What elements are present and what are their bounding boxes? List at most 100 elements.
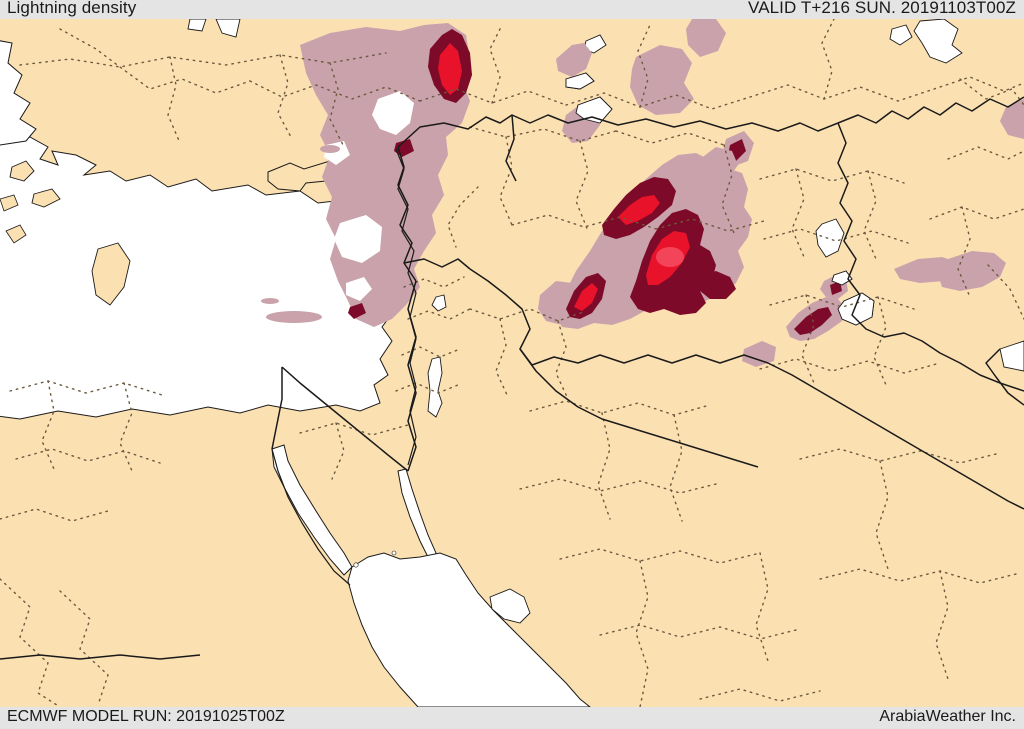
map-canvas[interactable] <box>0 19 1024 707</box>
map-svg <box>0 19 1024 707</box>
admin-levant-4 <box>395 382 459 394</box>
border-sinai-suez <box>281 366 409 472</box>
admin-iran-2 <box>947 146 1024 160</box>
density-lake-mask-euph <box>575 96 613 124</box>
density-mid-central-tail-e <box>700 271 736 299</box>
admin-saudi-9 <box>799 448 1001 464</box>
marmara-fragment-1 <box>187 19 207 32</box>
density-high-nw-streak <box>618 195 660 225</box>
admin-saudi-5 <box>559 548 761 564</box>
density-low-offshore-patch-b <box>261 298 279 304</box>
admin-jordan-1 <box>469 308 587 322</box>
admin-egypt-2 <box>41 380 55 470</box>
admin-iraq-2 <box>791 168 805 258</box>
aegean-island-2 <box>31 188 61 208</box>
admin-egypt-nile-2 <box>59 590 109 706</box>
lake-van <box>889 24 913 46</box>
red-sea <box>347 552 591 707</box>
page-title: Lightning density <box>7 0 137 17</box>
aegean-islet-b <box>0 194 19 212</box>
density-low-blob-north-b <box>686 19 726 57</box>
sea-of-galilee <box>431 294 447 312</box>
admin-turkey-6 <box>329 62 345 148</box>
admin-iraq-4 <box>763 228 909 244</box>
admin-iraq-3 <box>863 170 877 260</box>
density-low-iran-edge <box>1000 99 1024 139</box>
density-peak-core <box>656 247 684 267</box>
density-seamask-2 <box>334 215 382 263</box>
red-sea-east-bay <box>489 588 531 624</box>
admin-saudi-7 <box>599 624 801 640</box>
admin-syria-5 <box>511 214 657 230</box>
border-syria-jordan-iraq <box>469 268 769 366</box>
admin-turkey-9 <box>565 92 751 110</box>
admin-syria-3 <box>575 140 589 232</box>
admin-iraq-6 <box>801 294 815 384</box>
aegean-sea <box>0 40 37 146</box>
lake-urmia <box>913 19 963 64</box>
admin-saudi-1 <box>529 400 711 416</box>
admin-boundaries <box>0 19 1024 707</box>
admin-iran-3 <box>929 206 1024 220</box>
admin-levant-3 <box>401 346 461 358</box>
density-low-central-tail <box>700 147 738 181</box>
admin-turkey-4 <box>167 56 181 144</box>
density-lake-mask-habbaniyah <box>831 270 853 286</box>
gulf-of-aqaba <box>397 468 437 562</box>
density-low-blob-euphrates <box>556 43 592 77</box>
admin-egypt-1 <box>9 380 163 396</box>
admin-saudi-11 <box>819 568 1021 584</box>
admin-iran-5 <box>987 264 1024 320</box>
admin-saudi-3 <box>669 414 683 522</box>
coast-sinai-west <box>271 448 351 586</box>
density-high-sw-streak <box>574 283 598 311</box>
border-iraq-iran <box>837 122 1024 392</box>
admin-iraq-1 <box>759 168 905 184</box>
admin-syria-2 <box>499 136 513 226</box>
lake-tharthar <box>815 218 845 258</box>
admin-turkey-13 <box>933 76 1024 92</box>
valid-time-label: VALID T+216 SUN. 20191103T00Z <box>748 0 1016 17</box>
density-high-se-turkey <box>438 43 462 95</box>
density-seamask-3 <box>346 277 372 301</box>
admin-iran-1 <box>959 78 1024 106</box>
admin-levant-2 <box>407 308 471 320</box>
coastlines <box>271 148 417 586</box>
admin-iraq-5 <box>769 294 915 310</box>
admin-egypt-nile-1 <box>0 578 61 707</box>
admin-levant-1 <box>403 276 465 288</box>
admin-iraq-8 <box>759 358 941 374</box>
admin-syria-8 <box>447 186 479 248</box>
admin-saudi-4 <box>519 478 721 494</box>
border-egypt-sinai-north <box>271 367 283 450</box>
persian-gulf <box>999 340 1024 372</box>
border-gulf-coast <box>985 348 1024 406</box>
density-low-iran-ribbon-b <box>938 251 1006 291</box>
density-low-iran-speck <box>742 341 776 367</box>
red-sea-islet-1 <box>353 562 359 568</box>
admin-jordan-3 <box>555 320 569 400</box>
admin-turkey-11 <box>749 84 935 102</box>
header-bar: Lightning density VALID T+216 SUN. 20191… <box>0 0 1024 19</box>
density-low-offshore-patch-a <box>266 311 322 323</box>
density-mid-levant-speck <box>348 303 366 319</box>
dead-sea <box>427 356 443 418</box>
admin-egypt-3 <box>119 382 133 472</box>
admin-iraq-7 <box>873 296 887 386</box>
admin-turkey-12 <box>821 19 835 100</box>
admin-saudi-13 <box>699 688 821 702</box>
admin-egypt-4 <box>15 448 161 464</box>
density-mid-iraq-upper <box>830 281 842 295</box>
border-iraq-saudi <box>767 362 1024 510</box>
marmara-fragment-2 <box>215 19 241 38</box>
aegean-islet-a <box>5 224 27 244</box>
rhodes-island <box>91 242 131 306</box>
admin-turkey-5 <box>277 54 293 140</box>
red-sea-islet-2 <box>391 550 397 556</box>
aegean-island-1 <box>9 160 35 182</box>
border-turkey-syria <box>397 114 839 148</box>
density-low-blob-north-a <box>630 45 694 115</box>
footer-bar: ECMWF MODEL RUN: 20191025T00Z ArabiaWeat… <box>0 707 1024 729</box>
border-syria-spur <box>505 114 517 182</box>
